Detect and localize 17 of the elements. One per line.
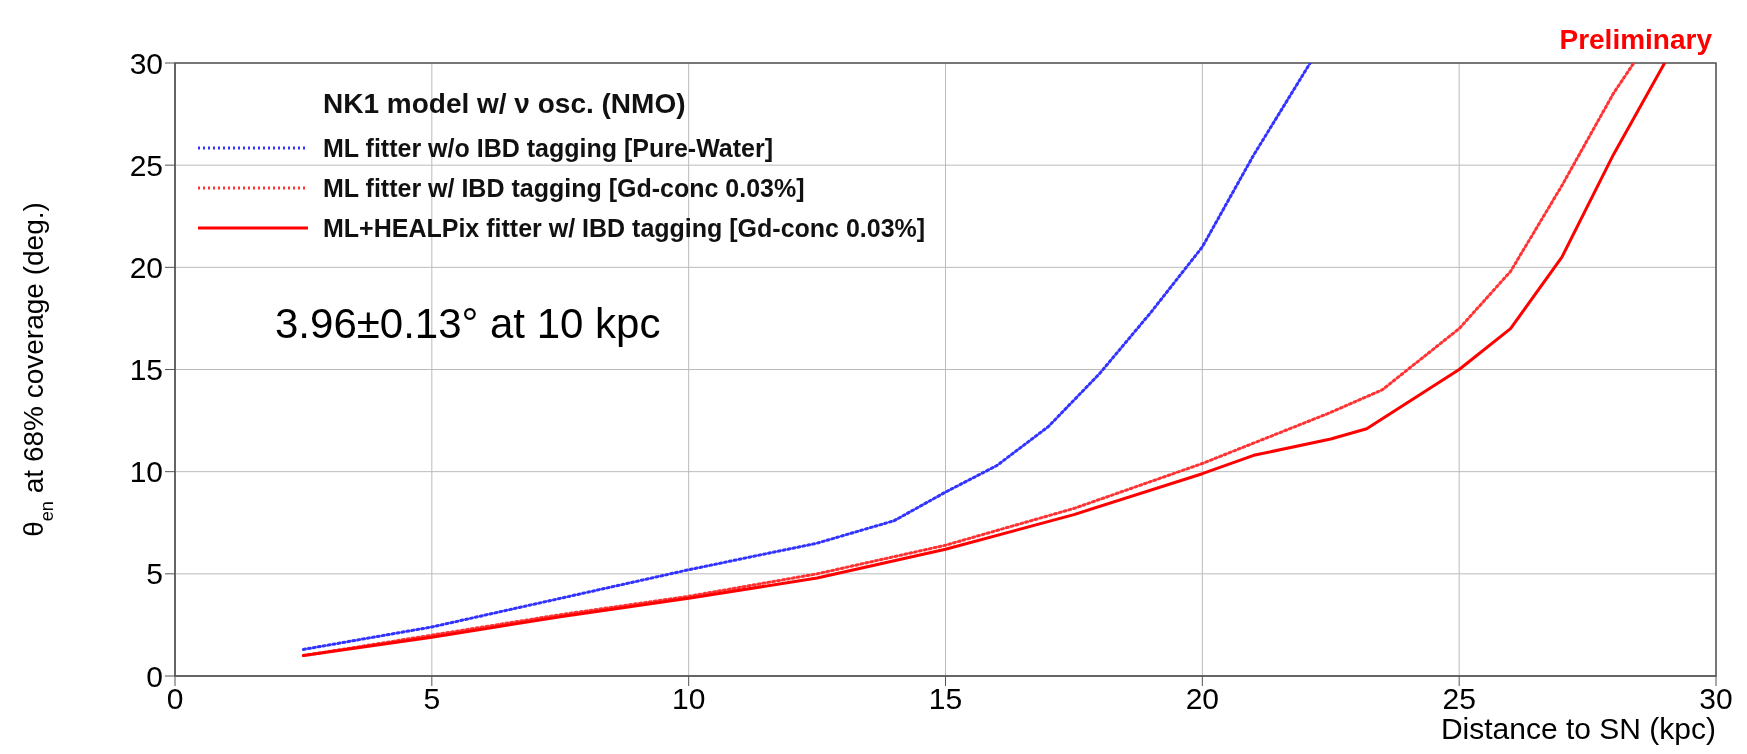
x-tick-label: 5	[423, 682, 441, 716]
y-tick-label: 5	[146, 557, 163, 591]
legend-label: ML+HEALPix fitter w/ IBD tagging [Gd-conc 0.03%]	[323, 213, 926, 243]
y-tick-label: 10	[129, 455, 163, 489]
annotation: 3.96±0.13° at 10 kpc	[275, 300, 661, 347]
y-tick-label: 15	[129, 353, 163, 387]
y-tick-label: 25	[129, 148, 163, 182]
legend-label: ML fitter w/o IBD tagging [Pure-Water]	[323, 133, 773, 163]
legend-label: ML fitter w/ IBD tagging [Gd-conc 0.03%]	[323, 173, 805, 203]
y-tick-label: 0	[146, 659, 163, 693]
y-tick-label: 30	[129, 46, 163, 80]
text: Preliminary	[1559, 24, 1713, 55]
x-tick-label: 20	[1185, 682, 1220, 716]
x-tick-label: 15	[928, 682, 963, 716]
legend-title: NK1 model w/ ν osc. (NMO)	[323, 88, 687, 120]
x-tick-label: 10	[671, 682, 706, 716]
y-tick-label: 20	[129, 250, 163, 284]
